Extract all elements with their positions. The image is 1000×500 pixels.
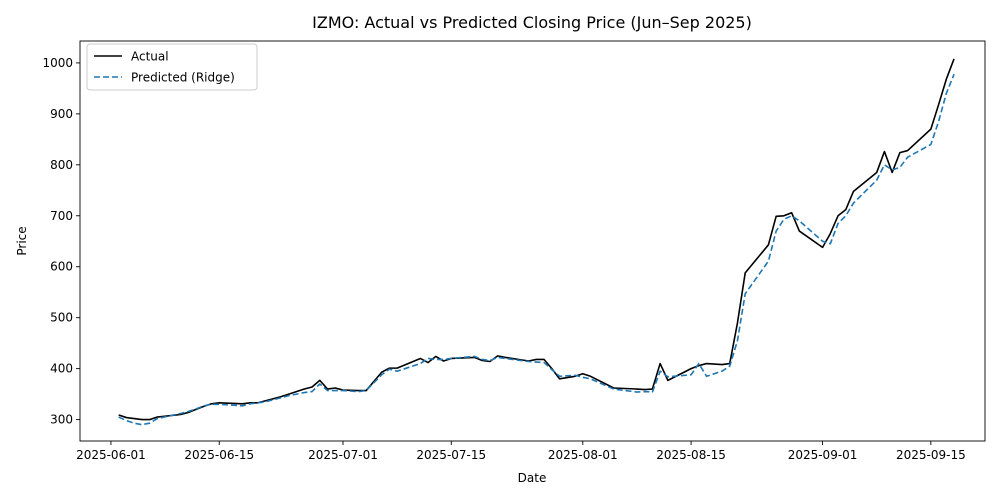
y-tick-label: 400 <box>50 362 73 376</box>
x-tick-label: 2025-07-15 <box>416 448 486 462</box>
plot-frame <box>79 40 986 442</box>
y-tick-label: 300 <box>50 413 73 427</box>
x-tick-label: 2025-08-01 <box>548 448 618 462</box>
x-axis-label: Date <box>518 471 547 485</box>
x-axis: 2025-06-01 2025-06-15 2025-07-01 2025-07-15… <box>76 441 966 462</box>
plot-area <box>79 40 986 442</box>
y-tick-label: 1000 <box>42 56 73 70</box>
y-tick-label: 800 <box>50 158 73 172</box>
series-line-actual <box>118 58 955 421</box>
legend-box <box>86 43 258 91</box>
y-tick-label: 600 <box>50 260 73 274</box>
series-line-predicted <box>118 73 955 426</box>
legend: Actual Predicted (Ridge) <box>86 43 258 91</box>
y-tick-label: 700 <box>50 209 73 223</box>
x-tick-label: 2025-09-15 <box>896 448 966 462</box>
legend-label-predicted: Predicted (Ridge) <box>131 71 235 85</box>
x-tick-label: 2025-06-01 <box>76 448 146 462</box>
x-tick-label: 2025-08-15 <box>656 448 726 462</box>
x-tick-label: 2025-09-01 <box>788 448 858 462</box>
y-axis: 300 400 500 600 700 800 900 1000 <box>42 56 80 427</box>
y-tick-label: 500 <box>50 311 73 325</box>
y-tick-label: 900 <box>50 107 73 121</box>
x-tick-label: 2025-06-15 <box>184 448 254 462</box>
y-axis-label: Price <box>15 226 29 255</box>
x-tick-label: 2025-07-01 <box>308 448 378 462</box>
legend-label-actual: Actual <box>131 50 169 64</box>
chart-title: IZMO: Actual vs Predicted Closing Price … <box>312 13 752 32</box>
